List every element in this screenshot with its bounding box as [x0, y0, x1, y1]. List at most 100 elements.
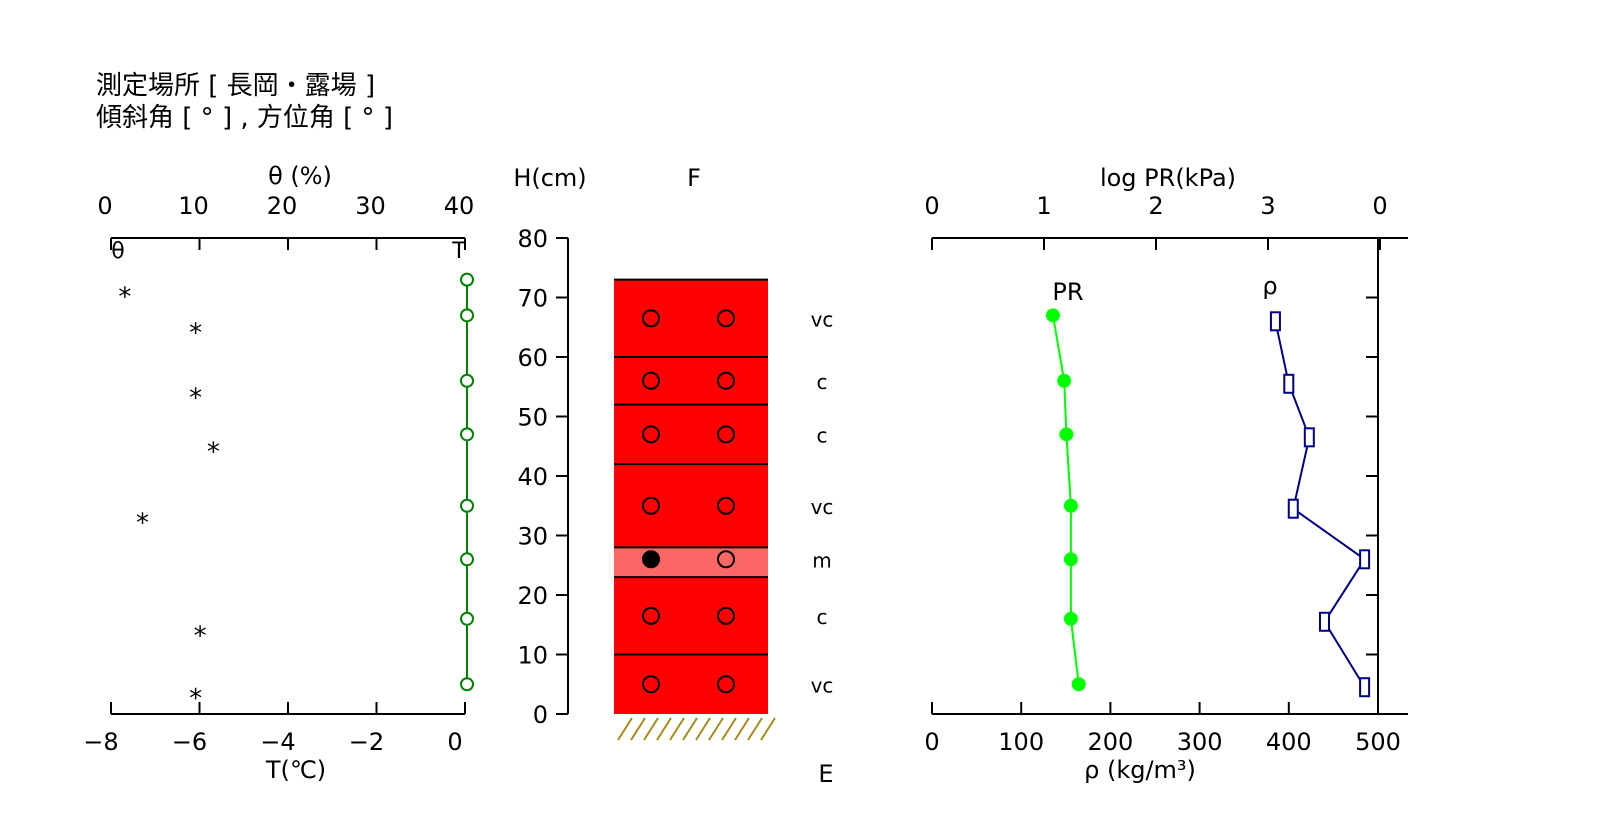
density-point: [1269, 311, 1281, 332]
grain-marker-right: [717, 606, 735, 625]
pr-point: [1045, 308, 1060, 323]
grain-marker-left: [642, 550, 660, 569]
theta-tick-label: 0: [97, 192, 112, 220]
density-tick-label: 0: [924, 728, 939, 756]
grain-type-label: c: [817, 423, 828, 447]
height-tick-label: 20: [517, 582, 548, 610]
temperature-point: [460, 272, 474, 287]
theta-point: *: [136, 509, 149, 539]
ground-hatch: [721, 717, 737, 741]
density-point: [1318, 611, 1330, 632]
theta-point: *: [189, 684, 202, 714]
pr-series-label: PR: [1052, 278, 1083, 306]
pr-point: [1071, 677, 1086, 692]
temperature-point: [460, 677, 474, 692]
pr-line: [1051, 315, 1080, 685]
snow-layer: [614, 357, 768, 405]
profile-bottom-label: E: [818, 760, 833, 788]
pr-point: [1063, 552, 1078, 567]
density-point: [1359, 677, 1371, 698]
theta-tick-label: 30: [355, 192, 386, 220]
pr-axis-title: log PR(kPa): [1100, 164, 1236, 192]
pr-point: [1063, 498, 1078, 513]
temperature-series-label: T: [451, 239, 466, 264]
grain-type-label: c: [817, 370, 828, 394]
pr-tick-label: 3: [1260, 192, 1275, 220]
grain-marker-right: [717, 675, 735, 694]
density-point: [1359, 549, 1371, 570]
grain-marker-left: [642, 675, 660, 694]
pr-tick-label: 1: [1036, 192, 1051, 220]
density-point: [1303, 427, 1315, 448]
height-tick-label: 10: [517, 642, 548, 670]
snow-layer: [614, 464, 768, 548]
ground-hatch: [747, 717, 763, 741]
ground-hatch: [695, 717, 711, 741]
grain-marker-left: [642, 309, 660, 328]
ground-hatch: [656, 717, 672, 741]
temperature-tick-label: −8: [83, 728, 118, 756]
height-axis-title: H(cm): [513, 164, 586, 192]
ground-hatch: [760, 717, 776, 741]
profile-top-label: F: [687, 164, 701, 192]
ground-hatch: [682, 717, 698, 741]
height-tick-label: 60: [517, 344, 548, 372]
grain-marker-right: [717, 550, 735, 569]
height-tick-label: 80: [517, 225, 548, 253]
grain-type-label: c: [817, 605, 828, 629]
pr-point: [1057, 373, 1072, 388]
ground-hatch: [708, 717, 724, 741]
grain-marker-right: [717, 496, 735, 515]
grain-marker-left: [642, 496, 660, 515]
temperature-tick-label: −2: [349, 728, 384, 756]
pr-point: [1059, 427, 1074, 442]
grain-marker-left: [642, 371, 660, 390]
density-tick-label: 100: [998, 728, 1044, 756]
density-point: [1287, 498, 1299, 519]
temperature-axis-title: T(℃): [265, 756, 326, 784]
height-tick-label: 0: [533, 701, 548, 729]
pr-point: [1063, 611, 1078, 626]
grain-type-label: m: [812, 548, 831, 572]
pr-tick-label: 0: [924, 192, 939, 220]
temperature-point: [460, 373, 474, 388]
temperature-point: [460, 552, 474, 567]
location-title: 測定場所 [ 長岡・露場 ]: [96, 71, 376, 101]
ground-hatch: [643, 717, 659, 741]
grain-marker-right: [717, 425, 735, 444]
density-series-label: ρ: [1262, 272, 1277, 300]
theta-point: *: [189, 318, 202, 348]
slope-aspect-title: 傾斜角 [ ° ] , 方位角 [ ° ]: [96, 103, 393, 133]
theta-tick-label: 10: [178, 192, 209, 220]
theta-tick-label: 40: [444, 192, 475, 220]
height-tick-label: 50: [517, 404, 548, 432]
height-tick-label: 30: [517, 523, 548, 551]
temperature-tick-label: 0: [447, 728, 462, 756]
snow-layer: [614, 547, 768, 578]
density-point: [1283, 373, 1295, 394]
density-tick-label: 500: [1355, 728, 1401, 756]
temperature-point: [460, 611, 474, 626]
temperature-point: [460, 498, 474, 513]
ground-hatch: [669, 717, 685, 741]
grain-type-label: vc: [811, 673, 834, 697]
height-tick-label: 70: [517, 285, 548, 313]
grain-type-label: vc: [811, 495, 834, 519]
snow-layer: [614, 577, 768, 655]
ground-hatch: [617, 717, 633, 741]
ground-hatch: [734, 717, 750, 741]
density-tick-label: 400: [1266, 728, 1312, 756]
theta-series-label: θ: [111, 239, 124, 264]
height-tick-label: 40: [517, 463, 548, 491]
temperature-point: [460, 427, 474, 442]
grain-marker-right: [717, 371, 735, 390]
temperature-point: [460, 308, 474, 323]
grain-marker-left: [642, 606, 660, 625]
theta-tick-label: 20: [267, 192, 298, 220]
grain-marker-right: [717, 309, 735, 328]
temperature-tick-label: −4: [260, 728, 295, 756]
theta-axis-title: θ (%): [268, 162, 332, 190]
pr-tick-label: 2: [1148, 192, 1163, 220]
theta-point: *: [118, 283, 131, 313]
